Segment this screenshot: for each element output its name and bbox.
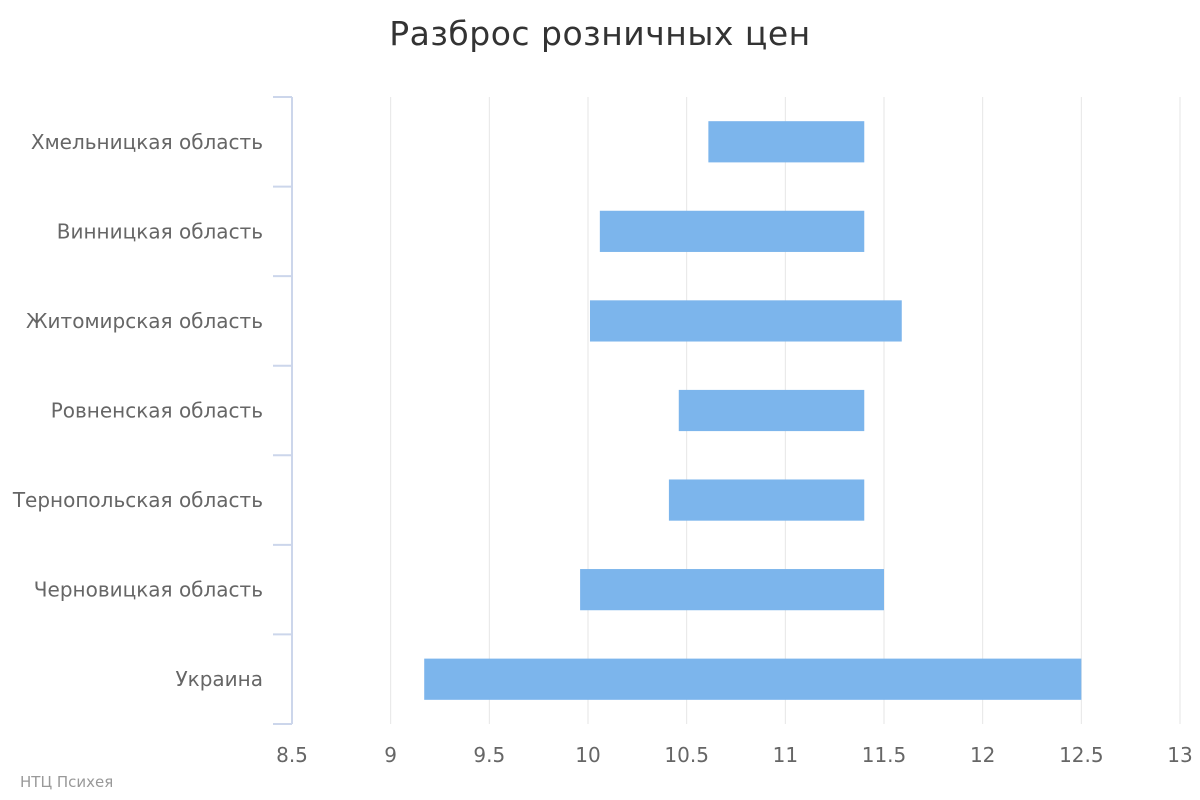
category-label: Черновицкая область xyxy=(34,578,263,602)
x-tick-label: 12 xyxy=(970,743,995,767)
x-tick-label: 11 xyxy=(773,743,798,767)
category-label: Житомирская область xyxy=(26,309,263,333)
category-label: Украина xyxy=(175,667,263,691)
category-label: Тернопольская область xyxy=(12,488,263,512)
category-label: Винницкая область xyxy=(57,219,263,243)
x-tick-label: 8.5 xyxy=(276,743,308,767)
range-bar[interactable] xyxy=(580,569,884,611)
category-label: Хмельницкая область xyxy=(31,130,263,154)
range-bar[interactable] xyxy=(589,300,902,342)
category-label: Ровненская область xyxy=(51,399,263,423)
range-bar[interactable] xyxy=(599,210,865,252)
range-bar[interactable] xyxy=(424,658,1082,700)
x-tick-label: 10 xyxy=(575,743,600,767)
category-labels: Хмельницкая область Винницкая область Жито… xyxy=(12,130,263,691)
range-bar[interactable] xyxy=(708,121,865,163)
range-bar[interactable] xyxy=(668,479,865,521)
chart-title: Разброс розничных цен xyxy=(389,14,811,53)
x-axis-tick-labels: 8.5 9 9.5 10 10.5 11 11.5 12 12.5 13 xyxy=(276,743,1193,767)
range-bars xyxy=(424,121,1082,700)
x-tick-label: 13 xyxy=(1167,743,1192,767)
grid-lines xyxy=(390,97,1181,724)
x-tick-label: 11.5 xyxy=(862,743,907,767)
x-tick-label: 10.5 xyxy=(664,743,709,767)
x-tick-label: 12.5 xyxy=(1059,743,1104,767)
x-tick-label: 9.5 xyxy=(473,743,505,767)
x-tick-label: 9 xyxy=(384,743,397,767)
credit-text: НТЦ Психея xyxy=(20,773,114,791)
range-bar[interactable] xyxy=(678,389,865,432)
category-axis xyxy=(273,96,293,725)
